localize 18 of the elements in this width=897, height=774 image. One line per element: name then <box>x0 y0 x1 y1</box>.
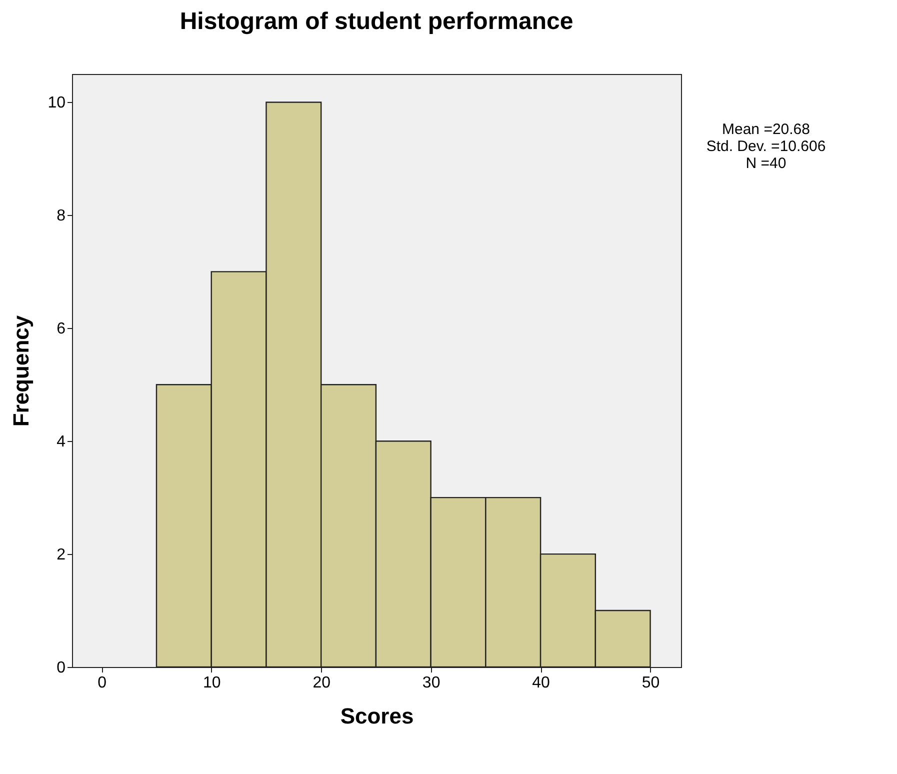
x-tick-label: 40 <box>532 674 550 692</box>
text: Mean =20.68 <box>722 121 810 138</box>
y-tick-label: 8 <box>56 208 66 225</box>
y-tick-label: 4 <box>56 434 66 451</box>
y-tick-label: 2 <box>56 546 66 564</box>
x-tick-label: 20 <box>312 674 331 692</box>
y-tick-label: 10 <box>48 94 66 112</box>
y-axis-title: Frequency <box>8 314 34 427</box>
text: Std. Dev. =10.606 <box>706 138 826 155</box>
x-tick-label: 10 <box>202 674 221 692</box>
y-tick-label: 6 <box>56 320 66 338</box>
x-tick-label: 0 <box>98 674 107 692</box>
text: N =40 <box>746 155 786 172</box>
x-axis-title: Scores <box>340 704 414 728</box>
y-tick-label: 0 <box>56 660 66 676</box>
x-tick-label: 50 <box>642 674 660 692</box>
x-tick-label: 30 <box>422 674 440 692</box>
chart-title: Histogram of student performance <box>180 8 574 35</box>
